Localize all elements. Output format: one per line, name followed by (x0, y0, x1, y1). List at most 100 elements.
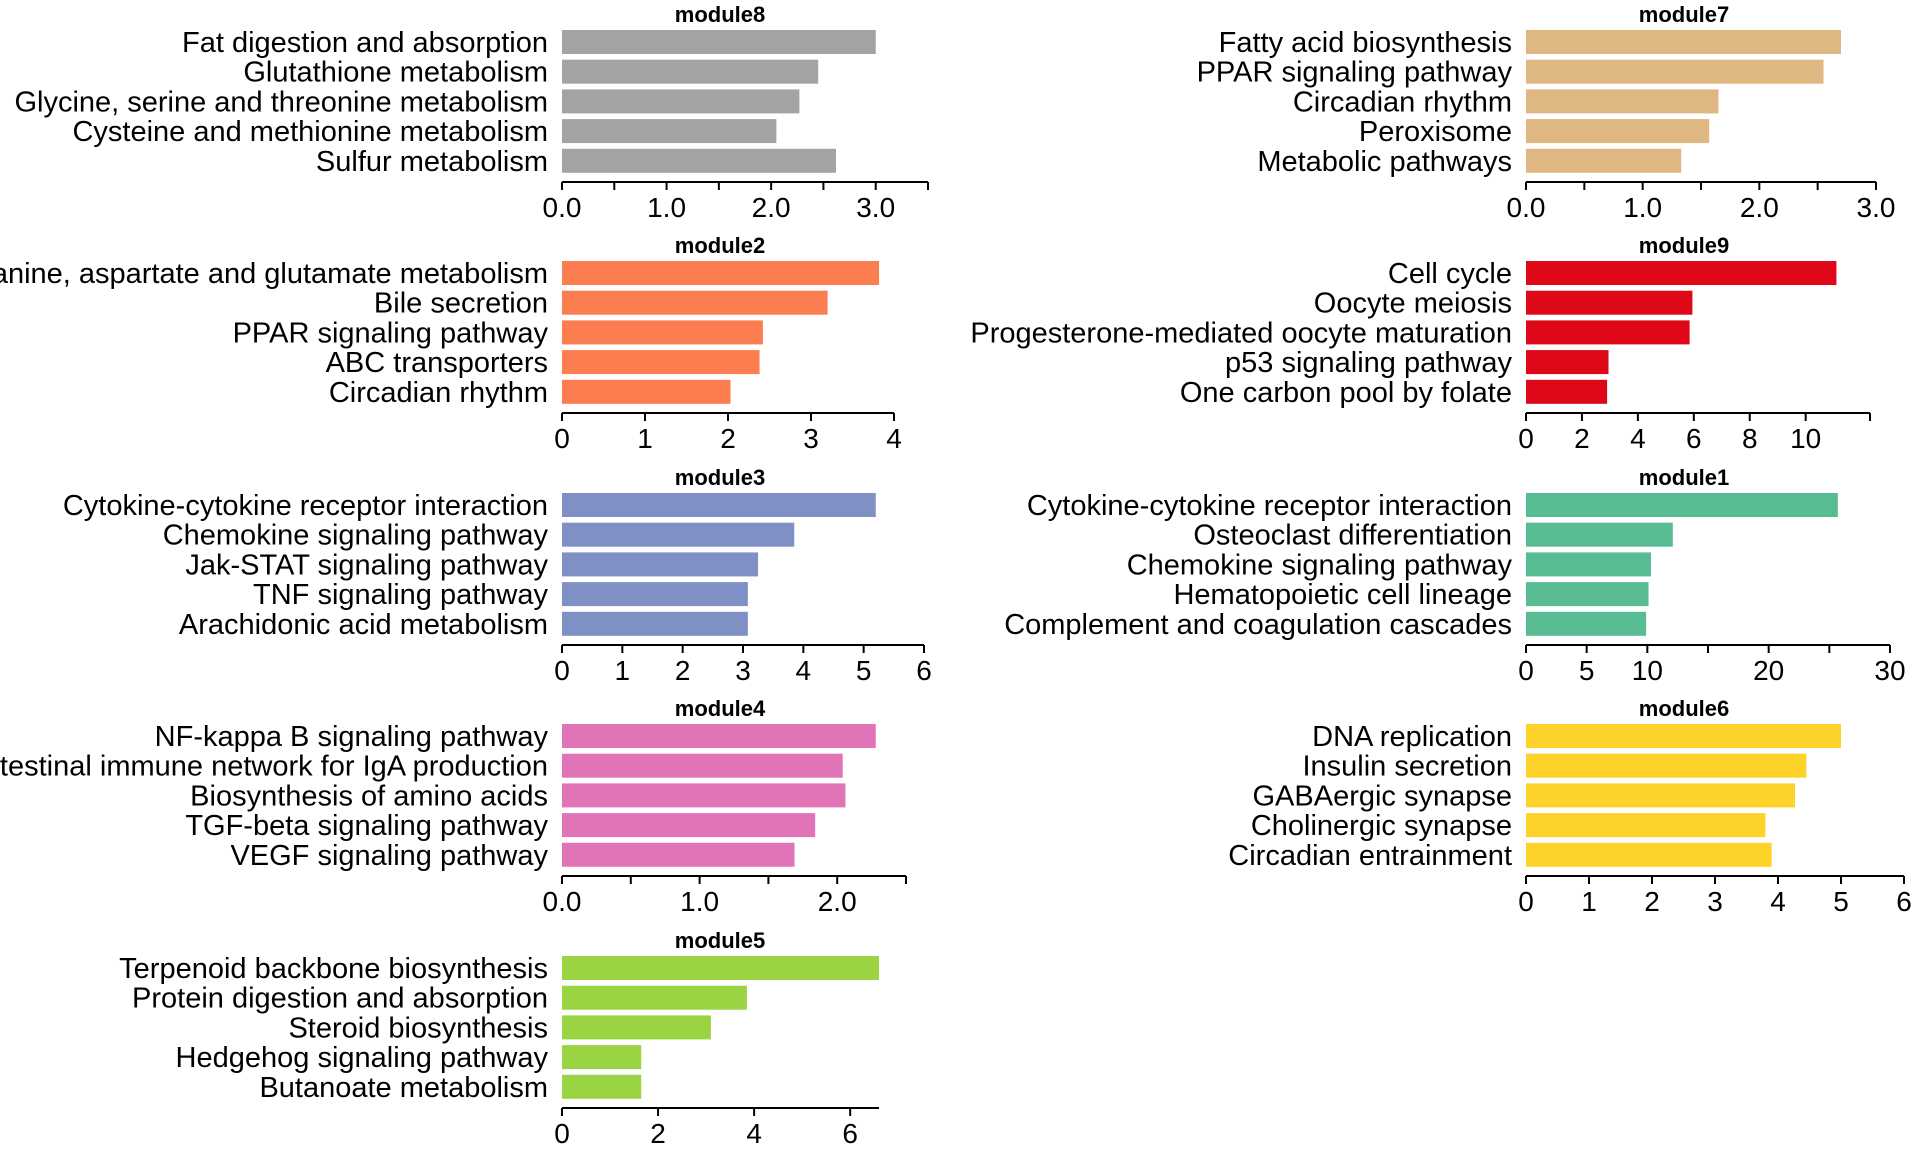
x-tick-label: 1.0 (647, 192, 686, 223)
category-label: GABAergic synapse (1252, 780, 1512, 812)
x-tick-label: 10 (1790, 423, 1821, 454)
category-label: Cytokine-cytokine receptor interaction (63, 490, 548, 522)
bar (1526, 30, 1841, 54)
bar (562, 1045, 642, 1070)
category-label: Chemokine signaling pathway (1127, 549, 1513, 581)
category-label: Protein digestion and absorption (132, 983, 548, 1015)
bar (562, 552, 759, 577)
category-label: Metabolic pathways (1257, 146, 1512, 178)
category-label: Sulfur metabolism (316, 146, 548, 178)
x-tick-label: 8 (1742, 423, 1758, 454)
panel-title: module7 (1639, 2, 1729, 27)
category-label: Steroid biosynthesis (288, 1012, 548, 1044)
category-label: Cell cycle (1388, 258, 1512, 290)
category-label: Insulin secretion (1302, 751, 1512, 783)
category-label: Chemokine signaling pathway (163, 520, 549, 552)
bar (562, 119, 777, 144)
category-label: Jak-STAT signaling pathway (185, 549, 548, 581)
category-label: p53 signaling pathway (1225, 347, 1512, 379)
category-label: Osteoclast differentiation (1193, 520, 1512, 552)
category-label: Circadian rhythm (1293, 86, 1512, 118)
category-label: PPAR signaling pathway (233, 317, 549, 349)
bar (1526, 724, 1841, 748)
x-tick-label: 0 (1518, 886, 1534, 917)
category-label: DNA replication (1312, 721, 1512, 753)
bar (562, 261, 880, 285)
bar (562, 724, 876, 748)
bar (1526, 148, 1682, 173)
bar (562, 350, 760, 375)
chart-panel-module1: module1 Cytokine-cytokine receptor intera… (1004, 465, 1905, 686)
x-tick-label: 0 (554, 655, 570, 686)
category-label: TNF signaling pathway (253, 579, 548, 611)
bar (562, 842, 795, 867)
category-label: Oocyte meiosis (1314, 288, 1512, 320)
x-tick-label: 2 (720, 423, 736, 454)
bar (1526, 493, 1838, 517)
bar (562, 985, 747, 1010)
x-tick-label: 3.0 (856, 192, 895, 223)
x-tick-label: 0 (554, 423, 570, 454)
chart-panel-module2: module2 Alanine, aspartate and glutamate … (0, 233, 902, 454)
x-tick-label: 10 (1632, 655, 1663, 686)
bar (1526, 582, 1649, 607)
category-label: Circadian rhythm (329, 377, 548, 409)
bar (562, 522, 795, 547)
panel-title: module6 (1639, 696, 1729, 721)
category-label: Fatty acid biosynthesis (1219, 27, 1512, 59)
category-label: Glutathione metabolism (243, 57, 548, 89)
category-label: Butanoate metabolism (259, 1072, 548, 1104)
category-label: TGF-beta signaling pathway (185, 810, 548, 842)
x-tick-label: 1 (615, 655, 631, 686)
x-tick-label: 6 (916, 655, 932, 686)
bar (562, 783, 846, 808)
panel-title: module4 (675, 696, 766, 721)
bar (562, 956, 879, 980)
x-tick-label: 6 (1896, 886, 1912, 917)
x-tick-label: 3 (803, 423, 819, 454)
category-label: ABC transporters (326, 347, 548, 379)
x-tick-label: 0 (1518, 655, 1534, 686)
x-tick-label: 0.0 (543, 886, 582, 917)
bar (1526, 320, 1690, 345)
bar (562, 493, 876, 517)
bar (562, 611, 748, 636)
category-label: Arachidonic acid metabolism (179, 609, 548, 641)
x-tick-label: 0 (1518, 423, 1534, 454)
bar (562, 320, 763, 345)
bar (1526, 611, 1647, 636)
x-tick-label: 2 (650, 1118, 666, 1149)
x-tick-label: 2 (1644, 886, 1660, 917)
chart-panel-module4: module4 NF-kappa B signaling pathwayIntes… (0, 696, 907, 917)
x-tick-label: 4 (746, 1118, 762, 1149)
bar (562, 1074, 642, 1099)
bar (1526, 119, 1710, 144)
bar (1526, 59, 1824, 84)
panel-title: module8 (675, 2, 765, 27)
x-tick-label: 20 (1753, 655, 1784, 686)
category-label: Cholinergic synapse (1251, 810, 1512, 842)
category-label: Bile secretion (374, 288, 548, 320)
panel-title: module3 (675, 465, 765, 490)
category-label: Fat digestion and absorption (182, 27, 548, 59)
x-tick-label: 4 (1770, 886, 1786, 917)
bar (562, 753, 843, 778)
bar (1526, 290, 1693, 315)
panel-title: module2 (675, 233, 765, 258)
x-tick-label: 1.0 (1623, 192, 1662, 223)
chart-panel-module8: module8 Fat digestion and absorptionGluta… (14, 2, 929, 223)
bar (562, 1015, 711, 1040)
bar (1526, 261, 1837, 285)
bar (562, 30, 876, 54)
x-tick-label: 6 (1686, 423, 1702, 454)
x-tick-label: 3 (1707, 886, 1723, 917)
category-label: Hedgehog signaling pathway (176, 1042, 549, 1074)
x-tick-label: 2.0 (752, 192, 791, 223)
x-tick-label: 0.0 (543, 192, 582, 223)
category-label: Glycine, serine and threonine metabolism (14, 86, 548, 118)
x-tick-label: 2.0 (1740, 192, 1779, 223)
